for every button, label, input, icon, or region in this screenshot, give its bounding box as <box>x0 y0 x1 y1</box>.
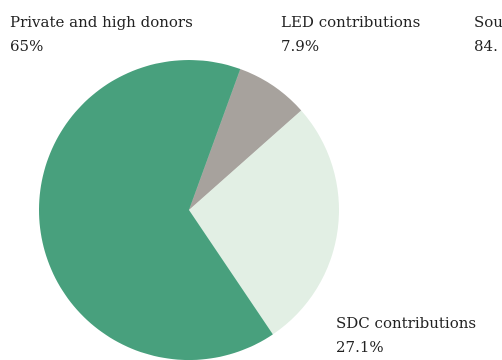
label-private-and-high-donors: Private and high donors 65% <box>10 10 193 58</box>
pie-slice-led-contributions <box>189 69 302 210</box>
label-private-name: Private and high donors <box>10 13 193 31</box>
label-cut-off: Sou 84. <box>474 10 502 58</box>
pie-slice-private-and-high-donors <box>39 60 273 360</box>
label-sdc-contributions: SDC contributions 27.1% <box>336 311 476 359</box>
label-private-value: 65% <box>10 37 44 55</box>
label-led-value: 7.9% <box>281 37 320 55</box>
label-sdc-name: SDC contributions <box>336 314 477 332</box>
pie-slice-sdc-contributions <box>189 110 340 335</box>
label-cut-off-value: 84. <box>474 37 498 55</box>
label-led-name: LED contributions <box>281 13 421 31</box>
label-sdc-value: 27.1% <box>336 338 384 356</box>
label-cut-off-name: Sou <box>474 13 502 31</box>
label-led-contributions: LED contributions 7.9% <box>281 10 420 58</box>
